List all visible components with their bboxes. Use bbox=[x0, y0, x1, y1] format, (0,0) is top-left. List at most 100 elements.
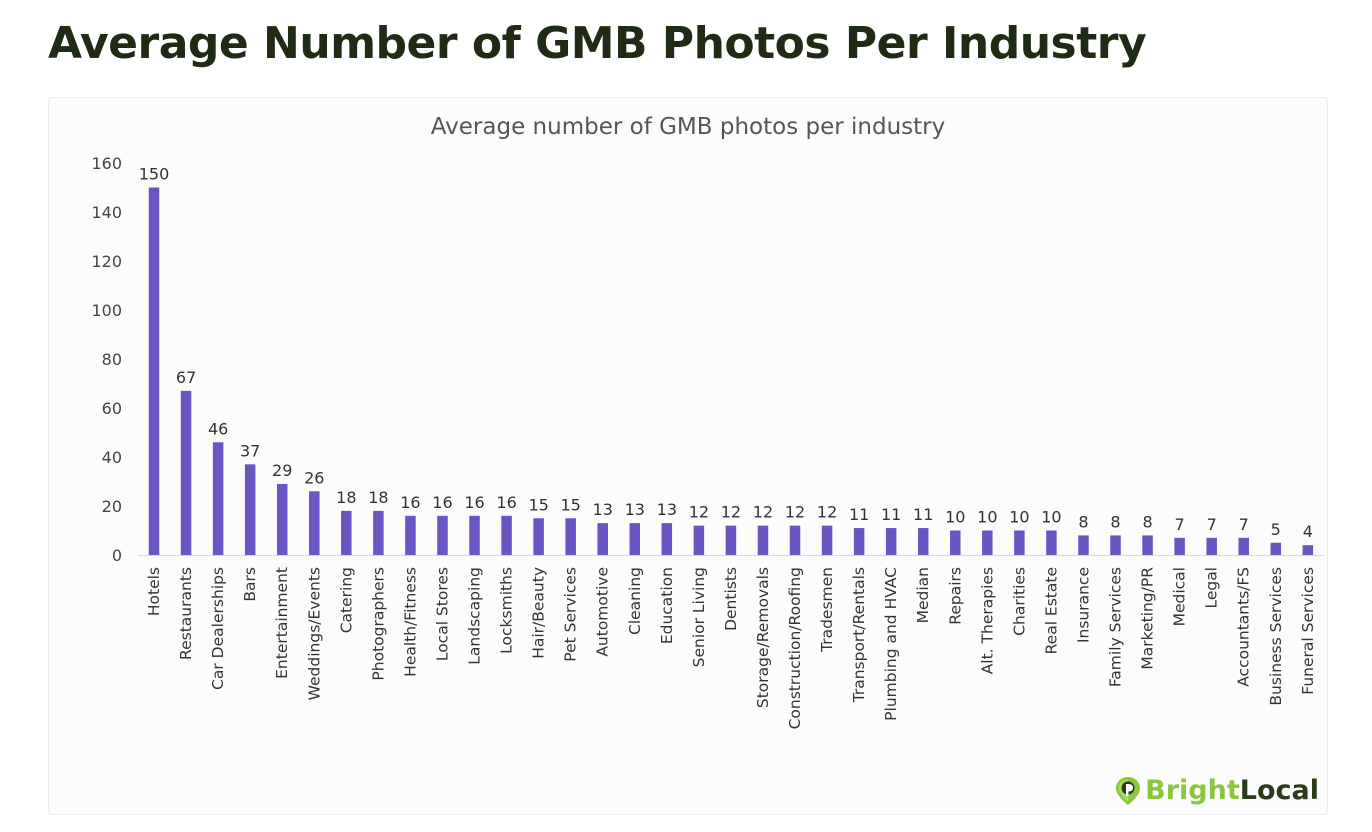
x-tick-label: Photographers bbox=[369, 567, 387, 681]
x-tick-label: Pet Services bbox=[562, 567, 580, 662]
x-tick-label: Real Estate bbox=[1042, 567, 1060, 654]
x-tick-label: Charities bbox=[1010, 567, 1028, 636]
x-tick-label: Restaurants bbox=[177, 567, 195, 660]
bar bbox=[725, 525, 737, 555]
data-label: 150 bbox=[139, 165, 170, 184]
x-tick-label: Weddings/Events bbox=[305, 567, 323, 700]
data-label: 18 bbox=[368, 488, 388, 507]
data-label: 12 bbox=[689, 503, 709, 522]
data-label: 13 bbox=[625, 500, 645, 519]
bar bbox=[853, 528, 865, 555]
bar bbox=[533, 518, 544, 555]
bar bbox=[1046, 530, 1057, 555]
data-label: 13 bbox=[593, 500, 613, 519]
bar bbox=[597, 523, 608, 555]
data-label: 8 bbox=[1078, 512, 1088, 531]
bar bbox=[309, 491, 320, 555]
y-tick-label: 100 bbox=[91, 301, 122, 320]
x-tick-label: Funeral Services bbox=[1299, 567, 1317, 695]
data-label: 15 bbox=[560, 495, 580, 514]
x-tick-label: Median bbox=[914, 567, 932, 623]
logo-text-bright: Bright bbox=[1145, 775, 1240, 806]
x-tick-label: Plumbing and HVAC bbox=[882, 567, 900, 721]
bar bbox=[757, 525, 769, 555]
y-tick-label: 60 bbox=[102, 399, 122, 418]
x-tick-label: Local Stores bbox=[433, 567, 451, 661]
x-tick-label: Catering bbox=[337, 567, 355, 633]
y-tick-label: 140 bbox=[91, 203, 122, 222]
data-label: 26 bbox=[304, 468, 324, 487]
bar bbox=[982, 530, 993, 555]
data-label: 10 bbox=[945, 508, 965, 527]
x-tick-label: Bars bbox=[241, 567, 259, 602]
x-tick-label: Business Services bbox=[1267, 567, 1285, 706]
bar bbox=[501, 515, 512, 555]
x-tick-label: Automotive bbox=[594, 567, 612, 657]
bar bbox=[789, 525, 801, 555]
x-tick-label: Hair/Beauty bbox=[530, 567, 548, 659]
data-label: 4 bbox=[1303, 522, 1313, 541]
bar bbox=[1078, 535, 1089, 555]
bar bbox=[437, 515, 448, 555]
x-tick-label: Landscaping bbox=[466, 567, 484, 665]
data-label: 8 bbox=[1142, 512, 1152, 531]
data-label: 10 bbox=[1041, 508, 1061, 527]
bar bbox=[276, 483, 288, 555]
x-tick-label: Insurance bbox=[1074, 567, 1092, 643]
x-tick-label: Entertainment bbox=[273, 567, 291, 679]
x-axis: Hotels Restaurants Car Dealerships Bars Ente… bbox=[138, 555, 1324, 729]
bar bbox=[885, 528, 897, 555]
bar bbox=[405, 515, 416, 555]
x-tick-label: Family Services bbox=[1107, 567, 1125, 687]
bar bbox=[373, 510, 384, 555]
bar bbox=[180, 390, 192, 555]
brightlocal-logo: BrightLocal bbox=[1115, 775, 1319, 806]
x-tick-label: Tradesmen bbox=[818, 567, 836, 653]
x-tick-label: Marketing/PR bbox=[1139, 567, 1157, 670]
x-tick-label: Repairs bbox=[946, 567, 964, 625]
data-label: 11 bbox=[849, 505, 869, 524]
chart-panel: Average number of GMB photos per industr… bbox=[48, 97, 1328, 815]
bar bbox=[693, 525, 705, 555]
bar bbox=[1238, 537, 1249, 555]
data-label: 16 bbox=[432, 493, 452, 512]
bar bbox=[1142, 535, 1153, 555]
bar bbox=[821, 525, 833, 555]
bar-chart: Average number of GMB photos per industr… bbox=[91, 114, 1324, 729]
bar bbox=[661, 523, 673, 555]
data-label: 5 bbox=[1271, 520, 1281, 539]
x-tick-label: Cleaning bbox=[626, 567, 644, 635]
bar bbox=[1110, 535, 1121, 555]
data-label: 8 bbox=[1110, 512, 1120, 531]
logo-text-local: Local bbox=[1239, 775, 1319, 806]
data-label: 10 bbox=[1009, 508, 1029, 527]
bar bbox=[917, 528, 929, 555]
bar bbox=[1174, 537, 1185, 555]
y-tick-label: 160 bbox=[91, 154, 122, 173]
data-label: 7 bbox=[1175, 515, 1185, 534]
bar bbox=[1014, 530, 1025, 555]
data-label: 12 bbox=[817, 503, 837, 522]
bar bbox=[1270, 542, 1282, 555]
bar bbox=[565, 518, 576, 555]
data-label: 12 bbox=[785, 503, 805, 522]
data-label: 37 bbox=[240, 441, 260, 460]
x-tick-label: Legal bbox=[1203, 567, 1221, 609]
y-tick-label: 20 bbox=[102, 497, 122, 516]
x-tick-label: Medical bbox=[1171, 567, 1189, 626]
data-label: 16 bbox=[400, 493, 420, 512]
x-tick-label: Hotels bbox=[145, 567, 163, 616]
x-tick-label: Senior Living bbox=[690, 567, 708, 667]
bars bbox=[148, 187, 1314, 555]
data-label: 67 bbox=[176, 368, 196, 387]
x-tick-label: Alt. Therapies bbox=[978, 567, 996, 674]
map-pin-icon bbox=[1116, 776, 1141, 805]
bar bbox=[244, 464, 256, 555]
y-tick-label: 80 bbox=[102, 350, 122, 369]
chart-title: Average number of GMB photos per industr… bbox=[431, 114, 945, 140]
bar bbox=[341, 510, 352, 555]
data-label: 16 bbox=[496, 493, 516, 512]
data-label: 12 bbox=[753, 503, 773, 522]
data-label: 16 bbox=[464, 493, 484, 512]
data-label: 11 bbox=[913, 505, 933, 524]
